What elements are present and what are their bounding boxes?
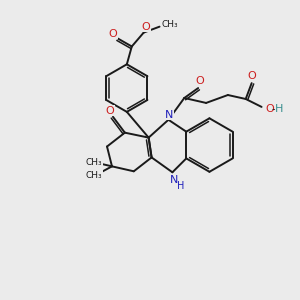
Text: H: H xyxy=(177,181,184,191)
Text: O: O xyxy=(247,71,256,81)
Text: O: O xyxy=(196,76,205,86)
Text: O: O xyxy=(109,28,117,39)
Text: N: N xyxy=(170,175,178,185)
Text: CH₃: CH₃ xyxy=(161,20,178,29)
Text: H: H xyxy=(274,104,283,114)
Text: O: O xyxy=(266,104,274,114)
Text: O: O xyxy=(106,106,114,116)
Text: CH₃: CH₃ xyxy=(86,158,103,167)
Text: O: O xyxy=(141,22,150,32)
Text: N: N xyxy=(165,110,174,120)
Text: -: - xyxy=(272,104,275,114)
Text: CH₃: CH₃ xyxy=(86,171,103,180)
